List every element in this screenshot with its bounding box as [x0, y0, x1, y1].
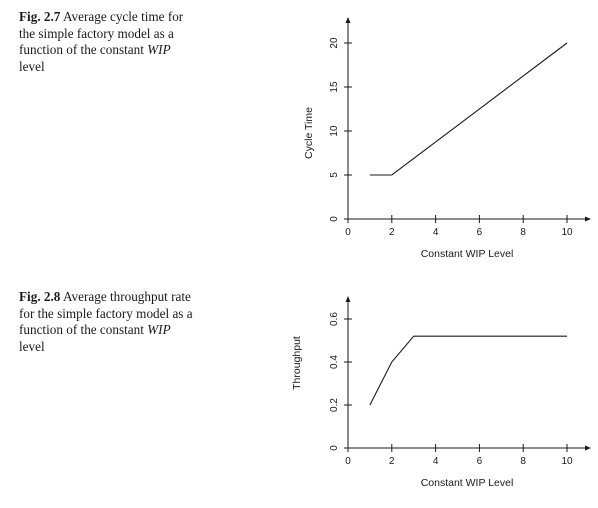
caption-text: Average throughput rate for the simple f…: [19, 289, 193, 337]
y-tick-label: 0.4: [329, 355, 340, 369]
cycle-time-chart: 0 2 4 6 8 10 0 5 10 15 20 Constant WIP Level Cycle T…: [303, 17, 591, 260]
caption-text: Average cycle time for the simple factor…: [19, 9, 184, 57]
x-tick-label: 0: [345, 456, 351, 467]
figure-caption: Fig. 2.8 Average throughput rate for the…: [19, 289, 199, 355]
caption-emphasis: WIP: [147, 322, 171, 337]
series-line: [369, 42, 568, 176]
series-line: [369, 335, 567, 406]
x-tick-label: 10: [561, 456, 573, 467]
x-tick-label: 6: [477, 456, 483, 467]
x-tick-label: 4: [433, 227, 439, 238]
x-tick-label: 0: [345, 227, 351, 238]
x-axis-arrow: [585, 445, 591, 451]
caption-text: level: [19, 338, 45, 354]
x-tick-label: 2: [389, 456, 395, 467]
y-axis-label: Cycle Time: [303, 107, 315, 159]
caption-text: level: [19, 58, 45, 74]
figure-number: Fig. 2.7: [19, 9, 61, 24]
x-axis-label: Constant WIP Level: [421, 477, 514, 489]
caption-emphasis: WIP: [147, 42, 171, 57]
x-tick-label: 10: [561, 227, 573, 238]
x-axis-arrow: [585, 216, 591, 222]
figure-caption: Fig. 2.7 Average cycle time for the simp…: [19, 9, 199, 75]
y-tick-label: 0.2: [329, 398, 340, 412]
x-tick-label: 2: [389, 227, 395, 238]
y-tick-label: 0.6: [329, 312, 340, 326]
y-tick-label: 0: [329, 216, 340, 222]
x-tick-label: 8: [520, 227, 526, 238]
x-tick-label: 8: [520, 456, 526, 467]
x-tick-label: 6: [477, 227, 483, 238]
y-axis-arrow: [345, 296, 351, 302]
x-axis-label: Constant WIP Level: [421, 248, 514, 260]
y-tick-label: 0: [329, 445, 340, 451]
y-tick-label: 20: [329, 37, 340, 49]
y-tick-label: 5: [329, 172, 340, 178]
y-tick-label: 15: [329, 81, 340, 93]
y-tick-label: 10: [329, 125, 340, 137]
y-axis-arrow: [345, 17, 351, 23]
y-axis-label: Throughput: [291, 336, 303, 390]
figure-number: Fig. 2.8: [19, 289, 61, 304]
x-tick-label: 4: [433, 456, 439, 467]
